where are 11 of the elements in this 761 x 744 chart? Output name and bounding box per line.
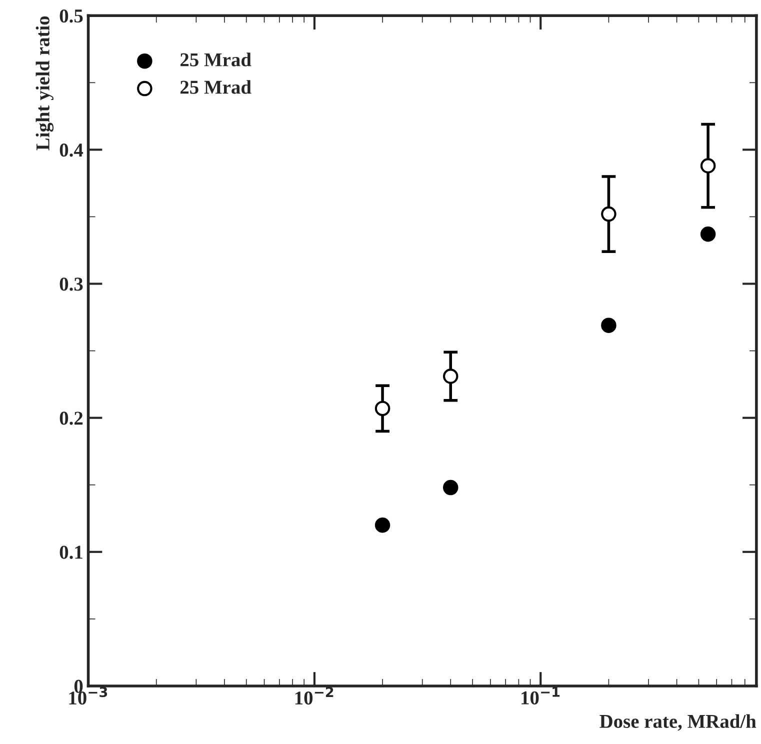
legend-label: 25 Mrad (180, 52, 252, 66)
y-tick-label: 0.4 (60, 144, 84, 157)
y-axis-title: Light yield ratio (36, 16, 54, 150)
y-tick-label: 0.3 (60, 278, 83, 291)
y-tick-label: 0.1 (60, 546, 82, 559)
legend-label: 25 Mrad (180, 80, 252, 94)
x-axis-title: Dose rate, MRad/h (600, 714, 756, 731)
x-tick-label: 10$^{−2}$ (295, 686, 334, 705)
x-tick-label: 10$^{−1}$ (522, 686, 560, 704)
y-tick-label: 0.2 (60, 412, 83, 425)
y-tick-label: 0.5 (60, 9, 83, 23)
